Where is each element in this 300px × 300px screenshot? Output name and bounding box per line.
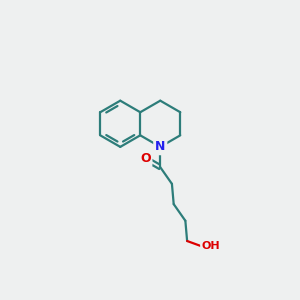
Text: O: O bbox=[140, 152, 151, 165]
Text: N: N bbox=[155, 140, 166, 153]
Text: OH: OH bbox=[201, 241, 220, 251]
